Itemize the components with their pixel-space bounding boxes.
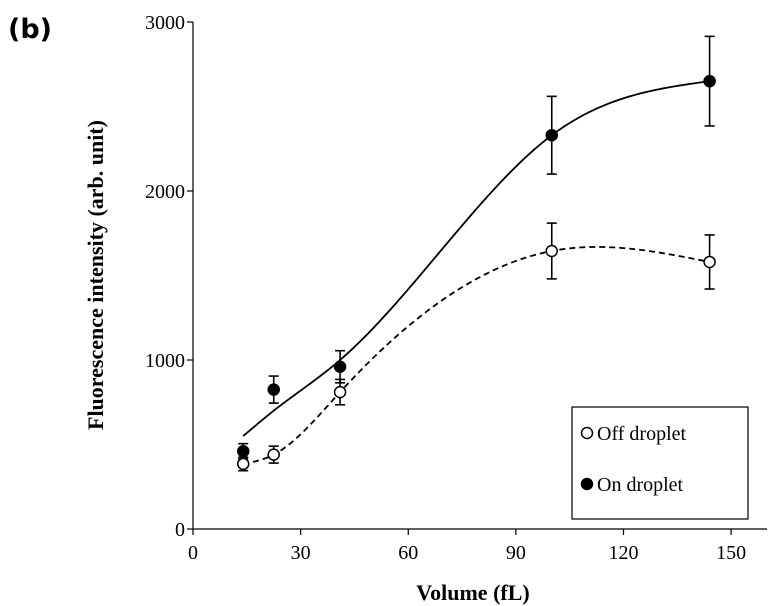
y-tick-label: 2000 — [145, 181, 185, 203]
fit-curves — [242, 80, 710, 465]
error-bars — [238, 35, 715, 472]
legend-label-off-droplet: Off droplet — [597, 423, 686, 445]
y-tick-label: 1000 — [145, 350, 185, 372]
data-point-off-droplet — [545, 244, 558, 258]
y-tick-label: 3000 — [145, 12, 185, 34]
data-point-on-droplet — [333, 360, 347, 374]
data-point-on-droplet — [236, 445, 250, 458]
data-point-on-droplet — [267, 383, 280, 396]
axes — [187, 21, 767, 535]
data-point-off-droplet — [333, 385, 347, 399]
x-tick-label: 90 — [506, 542, 526, 564]
legend: Off droplet On droplet — [571, 406, 749, 520]
legend-label-on-droplet: On droplet — [597, 474, 684, 496]
trend-line-on-droplet — [242, 80, 710, 437]
data-point-off-droplet — [236, 457, 250, 471]
panel-label: (b) — [8, 14, 53, 45]
legend-marker-on-droplet — [580, 477, 594, 491]
x-tick-label: 30 — [291, 542, 311, 564]
x-tick-label: 60 — [398, 542, 418, 564]
x-axis-title: Volume (fL) — [416, 580, 529, 605]
data-point-off-droplet — [703, 255, 716, 269]
legend-box — [571, 406, 749, 520]
data-point-on-droplet — [703, 74, 716, 88]
trend-line-off-droplet — [243, 246, 710, 465]
x-tick-label: 150 — [716, 542, 746, 564]
legend-marker-off-droplet — [580, 426, 594, 440]
x-tick-label: 120 — [609, 542, 639, 564]
data-point-off-droplet — [267, 448, 280, 461]
data-point-on-droplet — [545, 128, 558, 142]
y-axis-title: Fluorescence intensity (arb. unit) — [83, 120, 108, 430]
data-points — [236, 74, 716, 471]
x-tick-label: 0 — [188, 542, 198, 564]
tick-labels: 0 1000 2000 3000 0 30 60 90 120 150 — [145, 12, 746, 564]
y-tick-label: 0 — [175, 519, 185, 541]
